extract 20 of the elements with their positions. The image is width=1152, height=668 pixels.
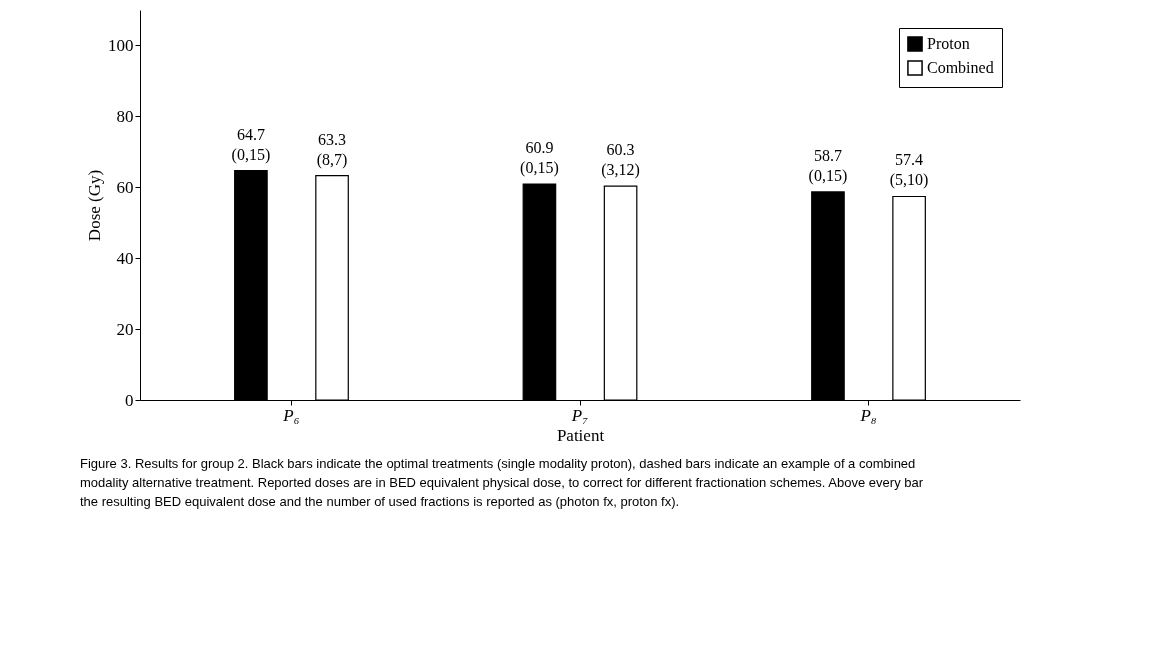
data-label: 57.4 (5,10): [889, 151, 929, 190]
data-label: 58.7 (0,15): [808, 146, 848, 185]
y-tick-label: 20: [116, 319, 134, 339]
y-tick-label: 100: [108, 35, 134, 55]
caption: Figure 3. Results for group 2. Black bars indicate the optimal treatments (single modality proton), dashed bars indicate an example of a combined modality alternative treatment. Reported doses are in BED equivalent physical dose, to correct for different fractionation schemes. Above every bar the resulting BED equivalent dose and the number of used fractions is reported as (photon fx, proton fx).: [80, 456, 924, 509]
y-tick-label: 80: [116, 106, 134, 126]
x-axis-title: Patient: [556, 425, 605, 445]
data-label: 64.7 (0,15): [231, 125, 271, 164]
x-tick-label: P₇: [570, 405, 589, 425]
data-label: 63.3 (8,7): [316, 130, 348, 169]
x-tick-label: P₈: [859, 405, 877, 425]
y-tick-label: 40: [116, 248, 134, 268]
legend-label: Proton: [927, 35, 970, 52]
y-tick-label: 60: [116, 177, 134, 197]
data-label: 60.9 (0,15): [520, 139, 559, 178]
legend-label: Combined: [927, 59, 994, 76]
y-tick-label: 0: [125, 390, 134, 410]
data-label: 60.3 (3,12): [601, 141, 640, 180]
y-axis-title: Dose (Gy): [85, 169, 104, 242]
x-tick-label: P₆: [282, 405, 300, 425]
